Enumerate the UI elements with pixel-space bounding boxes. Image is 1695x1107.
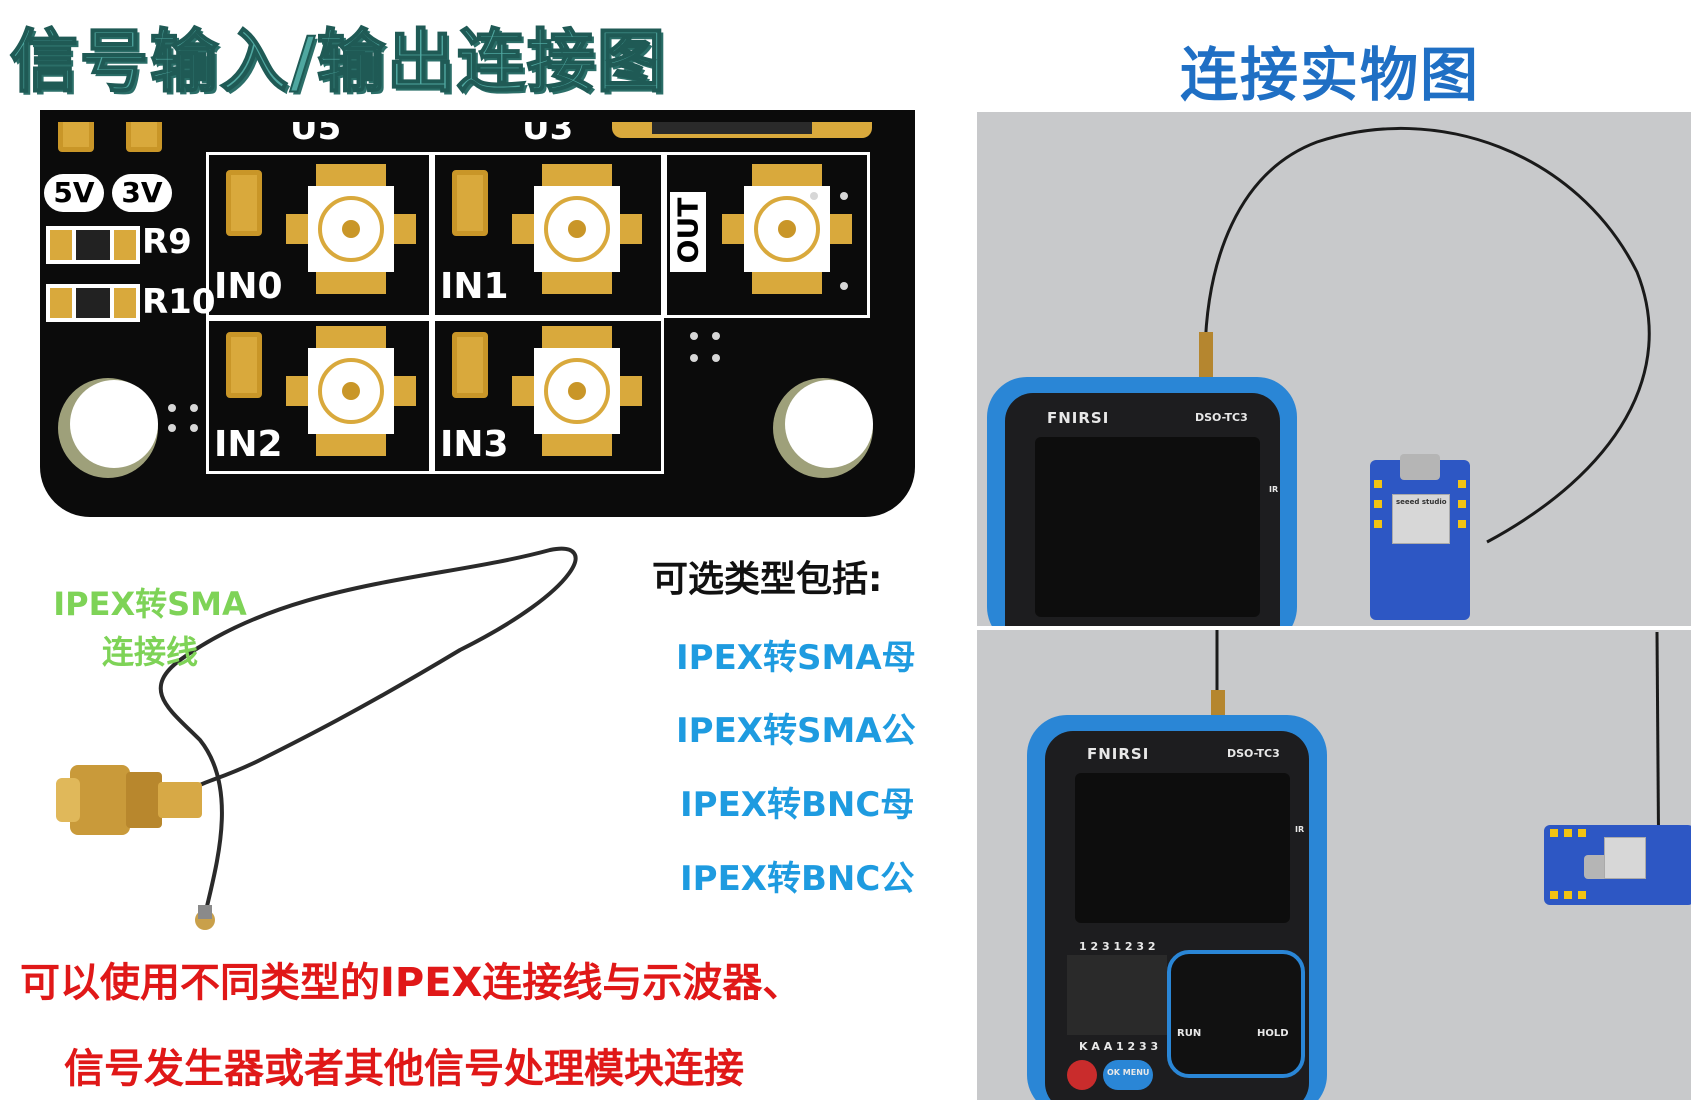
voltage-5v-badge: 5V: [44, 174, 104, 212]
pcb-pad: [226, 170, 262, 236]
device-brand: FNIRSI: [1047, 409, 1110, 427]
device-model: DSO-TC3: [1195, 411, 1248, 424]
option-item: IPEX转SMA公: [676, 711, 916, 751]
run-key: RUN: [1177, 1028, 1202, 1039]
device-pin-row2: K A A 1 2 3 3: [1079, 1040, 1159, 1053]
silk-box-out: [664, 152, 870, 318]
via: [712, 354, 720, 362]
left-title: 信号输入/输出连接图: [9, 22, 667, 103]
pcb-label-u3: U3: [522, 122, 574, 148]
resistor-r10: [46, 284, 140, 322]
pin-header: [1067, 955, 1167, 1035]
mounting-hole-left: [70, 380, 158, 468]
cable-label: IPEX转SMA 连接线: [50, 580, 250, 676]
right-title: 连接实物图: [1180, 41, 1481, 109]
port-label-in0: IN0: [214, 266, 283, 307]
ipex-connector-in3: [512, 326, 642, 456]
cable-label-line2: 连接线: [101, 633, 198, 671]
ipex-sma-cable-illustration: [56, 546, 578, 930]
port-label-out-box: OUT: [670, 192, 706, 272]
connection-photo-bottom: FNIRSI DSO-TC3 IR 1 2 3 1 2 3 2 K A A 1 …: [977, 630, 1691, 1100]
ipex-connector-in2: [286, 326, 416, 456]
option-item: IPEX转BNC母: [680, 785, 915, 825]
silk-box-in1: [432, 152, 664, 318]
port-label-in3: IN3: [440, 424, 509, 465]
dpad: RUN HOLD: [1167, 950, 1305, 1078]
silk-box-in3: [432, 318, 664, 474]
cable-label-line1: IPEX转SMA: [53, 585, 247, 623]
note-line2: 信号发生器或者其他信号处理模块连接: [64, 1046, 744, 1092]
pcb-pad: [58, 122, 94, 152]
seeed-board-bottom: [1544, 825, 1691, 905]
option-item: IPEX转BNC公: [680, 859, 915, 899]
device-ir-label: IR: [1295, 825, 1305, 834]
note-line1: 可以使用不同类型的IPEX连接线与示波器、: [20, 960, 803, 1006]
pcb-pad: [452, 170, 488, 236]
hold-key: HOLD: [1257, 1028, 1289, 1039]
pcb-top-component: [612, 122, 872, 138]
connection-photo-top: FNIRSI DSO-TC3 IR seeed studio: [977, 112, 1691, 626]
via: [810, 192, 818, 200]
voltage-3v-badge: 3V: [112, 174, 172, 212]
via: [190, 424, 198, 432]
ipex-connector-in1: [512, 164, 642, 294]
pcb-pad: [226, 332, 262, 398]
via: [840, 192, 848, 200]
ipex-connector-in0: [286, 164, 416, 294]
ok-menu-button: OK MENU: [1103, 1060, 1153, 1090]
ok-menu-label: OK MENU: [1107, 1068, 1150, 1077]
silk-box-in2: [206, 318, 432, 474]
port-label-in1: IN1: [440, 266, 509, 307]
pcb-pad: [126, 122, 162, 152]
ipex-connector-out: [722, 164, 852, 294]
pcb-board: U5 U3 5V 3V R9 R10: [40, 122, 915, 517]
silk-box-in0: [206, 152, 432, 318]
device-ir-label: IR: [1269, 485, 1279, 494]
via: [712, 332, 720, 340]
oscilloscope-bottom: FNIRSI DSO-TC3 IR 1 2 3 1 2 3 2 K A A 1 …: [1027, 715, 1327, 1100]
device-model: DSO-TC3: [1227, 747, 1280, 760]
device-pin-row: 1 2 3 1 2 3 2: [1079, 940, 1156, 953]
device-brand: FNIRSI: [1087, 745, 1150, 763]
back-button: [1067, 1060, 1097, 1090]
option-item: IPEX转SMA母: [676, 638, 916, 678]
oscilloscope-top: FNIRSI DSO-TC3 IR: [987, 377, 1297, 626]
via: [690, 354, 698, 362]
mounting-hole-right: [785, 380, 873, 468]
seeed-board-top: seeed studio: [1370, 454, 1470, 620]
via: [190, 404, 198, 412]
resistor-label-r9: R9: [142, 222, 192, 262]
resistor-label-r10: R10: [142, 282, 216, 322]
via: [840, 282, 848, 290]
port-label-in2: IN2: [214, 424, 283, 465]
via: [690, 332, 698, 340]
resistor-r9: [46, 226, 140, 264]
port-label-out: OUT: [671, 197, 705, 264]
via: [168, 424, 176, 432]
options-heading: 可选类型包括:: [652, 559, 883, 600]
pcb-label-u5: U5: [290, 122, 342, 148]
pcb-pad: [452, 332, 488, 398]
via: [168, 404, 176, 412]
board-text: seeed studio: [1396, 498, 1447, 506]
